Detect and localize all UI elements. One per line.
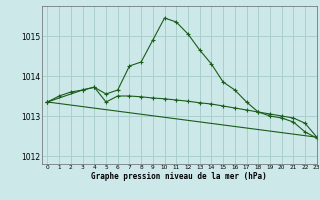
X-axis label: Graphe pression niveau de la mer (hPa): Graphe pression niveau de la mer (hPa) [91,172,267,181]
